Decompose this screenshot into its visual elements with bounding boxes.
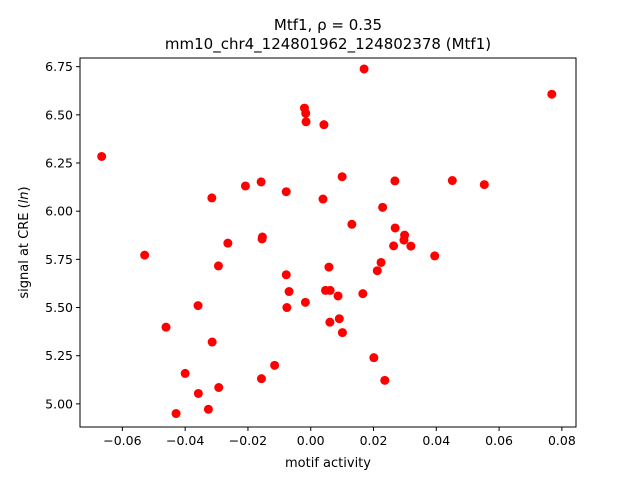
scatter-point	[300, 297, 310, 307]
scatter-point	[390, 223, 400, 233]
scatter-point	[140, 250, 150, 260]
scatter-point	[479, 180, 489, 190]
scatter-point	[97, 151, 107, 161]
y-tick-label: 5.25	[45, 348, 73, 363]
scatter-point	[240, 181, 250, 191]
x-tick-label: 0.04	[422, 433, 450, 448]
y-tick-label: 6.75	[45, 59, 73, 74]
x-tick-label: −0.04	[166, 433, 204, 448]
x-axis-label: motif activity	[285, 456, 371, 471]
scatter-point	[359, 64, 369, 74]
y-axis-label-italic: ln	[17, 191, 32, 203]
scatter-point	[282, 303, 292, 313]
scatter-point	[372, 266, 382, 276]
y-tick-label: 6.50	[45, 107, 73, 122]
scatter-point	[214, 382, 224, 392]
scatter-point	[203, 404, 213, 414]
scatter-point	[270, 360, 280, 370]
scatter-point	[180, 368, 190, 378]
scatter-point	[301, 108, 311, 118]
y-tick-label: 5.50	[45, 300, 73, 315]
scatter-point	[376, 257, 386, 267]
y-axis-label-end: )	[17, 186, 32, 191]
y-axis-label: signal at CRE (ln)	[17, 186, 32, 298]
scatter-point	[213, 261, 223, 271]
y-axis-ticks: 5.00 5.25 5.50 5.75 6.00 6.25 6.50 6.75	[45, 59, 80, 411]
y-tick-label: 6.00	[45, 204, 73, 219]
scatter-point	[358, 289, 368, 299]
scatter-point	[347, 219, 357, 229]
scatter-point	[319, 120, 329, 130]
scatter-point	[380, 375, 390, 385]
scatter-point	[369, 353, 379, 363]
y-tick-label: 5.75	[45, 252, 73, 267]
scatter-point	[333, 291, 343, 301]
scatter-point	[207, 337, 217, 347]
scatter-point	[256, 374, 266, 384]
scatter-point	[324, 262, 334, 272]
x-tick-label: −0.06	[103, 433, 141, 448]
scatter-point	[325, 285, 335, 295]
scatter-point	[281, 270, 291, 280]
scatter-point	[257, 232, 267, 242]
scatter-point	[547, 89, 557, 99]
scatter-point	[284, 287, 294, 297]
scatter-point	[325, 317, 335, 327]
plot-area	[97, 64, 557, 419]
scatter-point	[447, 176, 457, 186]
scatter-point	[389, 241, 399, 251]
scatter-point	[400, 230, 410, 240]
chart-subtitle: mm10_chr4_124801962_124802378 (Mtf1)	[165, 35, 491, 54]
scatter-point	[390, 176, 400, 186]
scatter-point	[337, 172, 347, 182]
scatter-point	[193, 388, 203, 398]
scatter-point	[318, 194, 328, 204]
scatter-point	[161, 322, 171, 332]
x-tick-label: 0.06	[485, 433, 513, 448]
x-tick-label: 0.00	[297, 433, 325, 448]
scatter-point	[193, 301, 203, 311]
scatter-point	[334, 314, 344, 324]
y-tick-label: 6.25	[45, 156, 73, 171]
plot-frame	[79, 57, 577, 428]
scatter-point	[281, 187, 291, 197]
scatter-point	[207, 193, 217, 203]
chart-title: Mtf1, ρ = 0.35	[274, 16, 382, 34]
scatter-point	[171, 409, 181, 419]
scatter-point	[337, 328, 347, 338]
x-axis-ticks: −0.06 −0.04 −0.02 0.00 0.02 0.04 0.06 0.08	[103, 427, 576, 448]
scatter-point	[406, 241, 416, 251]
scatter-point	[223, 238, 233, 248]
scatter-point	[430, 251, 440, 261]
y-axis-label-main: signal at CRE (	[17, 203, 32, 298]
x-tick-label: −0.02	[229, 433, 267, 448]
y-tick-label: 5.00	[45, 396, 73, 411]
scatter-point	[378, 202, 388, 212]
x-tick-label: 0.02	[360, 433, 388, 448]
scatter-point	[301, 117, 311, 127]
x-tick-label: 0.08	[548, 433, 576, 448]
scatter-point	[256, 177, 266, 187]
